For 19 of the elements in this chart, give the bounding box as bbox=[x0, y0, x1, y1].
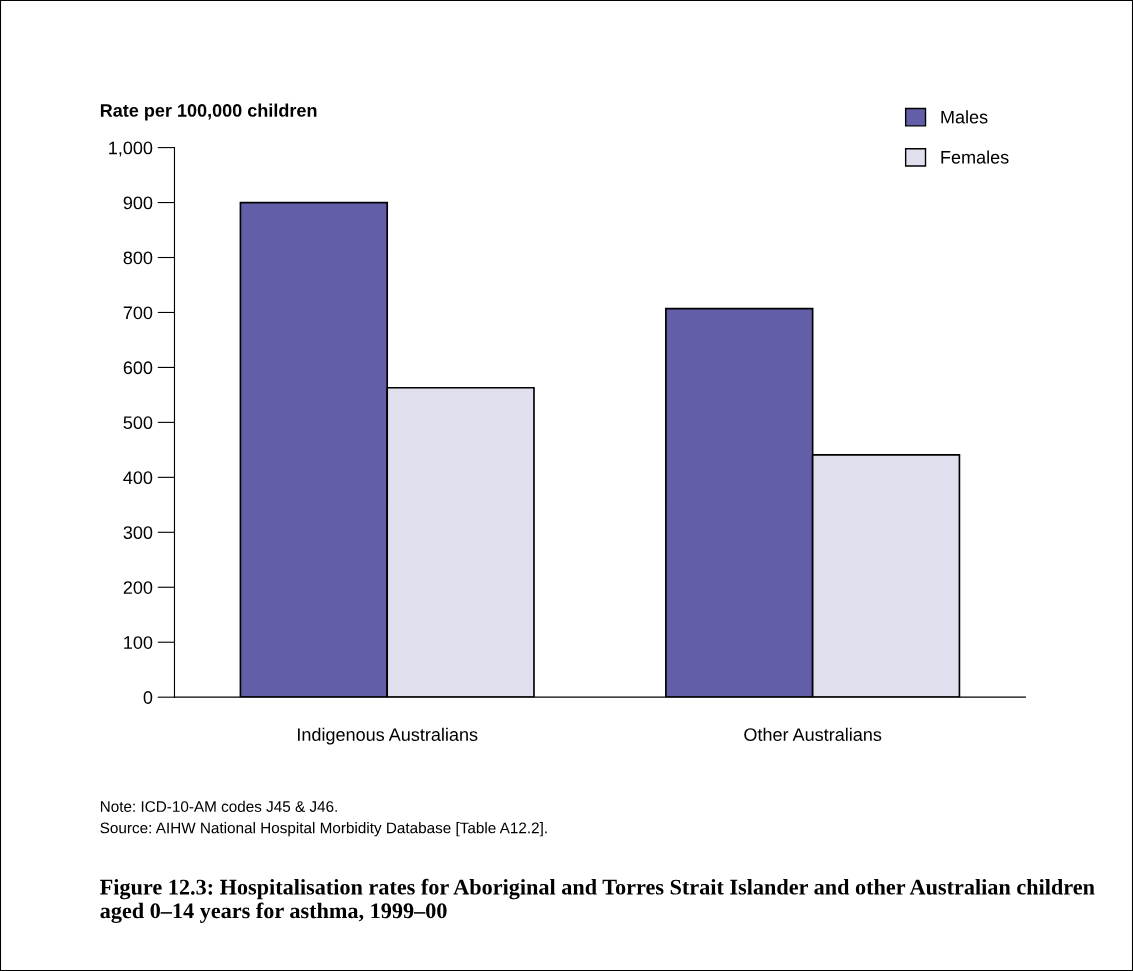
y-tick-label: 100 bbox=[124, 636, 153, 649]
legend-label: Males bbox=[941, 110, 988, 124]
text: Note: ICD-10-AM codes J45 & J46. bbox=[100, 800, 337, 812]
source-note: Source: AIHW National Hospital Morbidity Database [Table A12.2]. bbox=[100, 822, 547, 837]
y-axis-title: Rate per 100,000 children bbox=[100, 103, 317, 121]
y-tick-label: 600 bbox=[123, 361, 153, 375]
x-tick-label: Other Australians bbox=[744, 727, 882, 741]
y-tick-label: 800 bbox=[123, 251, 153, 265]
y-tick-label: 0 bbox=[143, 691, 153, 704]
y-tick-label: 400 bbox=[123, 471, 153, 485]
y-tick-label: 500 bbox=[123, 416, 153, 430]
y-tick-label: 900 bbox=[123, 196, 153, 210]
legend-label: Females bbox=[941, 150, 1009, 164]
y-tick-label: 200 bbox=[123, 581, 153, 594]
y-tick-label: 1,000 bbox=[109, 141, 153, 157]
y-tick-label: 700 bbox=[123, 306, 153, 320]
text: Figure 12.3: Hospitalisation rates for Aboriginal and Torres Strait Islander and other Australian children aged 0–14 years for asthma, 1999–00 bbox=[100, 878, 1095, 923]
y-tick-label: 300 bbox=[123, 526, 153, 540]
x-tick-label: Indigenous Australians bbox=[298, 727, 478, 745]
